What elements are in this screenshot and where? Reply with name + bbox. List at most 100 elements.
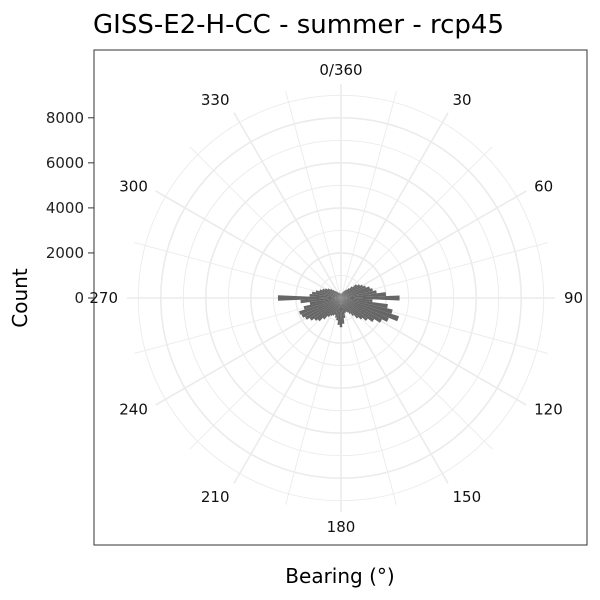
bar-350 <box>340 293 341 298</box>
bearing-label-300: 300 <box>119 178 148 196</box>
bar-35 <box>341 289 348 298</box>
bars-layer <box>277 284 400 328</box>
bar-170 <box>341 298 346 319</box>
bar-320 <box>334 290 341 298</box>
grid-ring <box>182 139 500 457</box>
count-tick-label: 6000 <box>46 154 84 172</box>
bar-70 <box>341 286 371 298</box>
grid-spoke <box>340 112 449 299</box>
bar-45 <box>341 286 353 298</box>
bar-95 <box>341 298 373 303</box>
bar-50 <box>341 284 358 298</box>
bar-60 <box>341 284 363 298</box>
bar-205 <box>332 298 341 316</box>
y-axis-title: Count <box>8 268 32 328</box>
bar-85 <box>341 292 387 298</box>
grid-spoke <box>340 297 493 450</box>
bar-145 <box>341 298 355 317</box>
grid-ring <box>205 162 477 434</box>
bar-260 <box>309 298 341 305</box>
bar-130 <box>341 298 368 321</box>
bar-235 <box>309 298 341 321</box>
bar-190 <box>336 298 341 321</box>
grid-spoke <box>233 112 342 299</box>
bearing-label-90: 90 <box>564 289 583 307</box>
bearing-label-270: 270 <box>89 289 118 307</box>
bar-345 <box>339 293 341 298</box>
bar-55 <box>341 284 360 298</box>
bar-225 <box>317 298 341 322</box>
bar-195 <box>334 298 341 318</box>
bar-155 <box>341 298 349 313</box>
bar-115 <box>341 298 389 322</box>
bar-325 <box>336 291 341 298</box>
bar-210 <box>330 298 341 316</box>
bar-305 <box>327 288 341 298</box>
bar-200 <box>334 298 341 316</box>
bar-20 <box>341 291 344 298</box>
count-axis: 0 2000 4000 6000 8000 <box>46 109 94 307</box>
grid-ring <box>272 229 410 367</box>
count-tick-label: 8000 <box>46 109 84 127</box>
bar-30 <box>341 290 346 298</box>
grid-spoke <box>340 190 527 299</box>
bar-75 <box>341 288 373 298</box>
bar-80 <box>341 290 377 298</box>
chart-title: GISS-E2-H-CC - summer - rcp45 <box>93 10 504 40</box>
bar-160 <box>341 298 347 312</box>
grid-ring <box>137 94 545 502</box>
bar-250 <box>299 298 341 315</box>
grid-ring <box>159 116 523 480</box>
grid-spoke <box>134 242 342 299</box>
bar-355 <box>340 293 341 298</box>
count-tick-label: 4000 <box>46 199 84 217</box>
bar-105 <box>341 298 393 314</box>
grid-spoke <box>340 146 493 299</box>
bar-240 <box>305 298 341 320</box>
grid-spoke <box>189 146 342 299</box>
bar-300 <box>325 288 341 298</box>
bar-255 <box>303 298 341 310</box>
bar-245 <box>301 298 341 318</box>
bar-275 <box>309 293 341 298</box>
grid-spoke <box>155 190 342 299</box>
bar-215 <box>327 298 341 317</box>
bar-135 <box>341 298 363 320</box>
bar-15 <box>341 292 343 298</box>
bar-40 <box>341 288 350 298</box>
grid-spoke <box>285 297 342 505</box>
bearing-tick-labels: 0/360 30 60 90 120 150 180 210 240 270 300 330 <box>89 61 583 536</box>
bearing-label-150: 150 <box>453 488 482 506</box>
bearing-label-120: 120 <box>534 401 563 419</box>
bar-340 <box>338 292 341 298</box>
bar-230 <box>314 298 341 321</box>
grid-spoke <box>285 91 342 299</box>
bearing-label-30: 30 <box>453 91 472 109</box>
grid-spoke <box>189 297 342 450</box>
bar-65 <box>341 285 366 298</box>
bar-10 <box>341 293 343 298</box>
grid-spoke <box>340 242 548 299</box>
bar-285 <box>315 290 341 298</box>
bar-25 <box>341 290 345 298</box>
bar-5 <box>341 293 342 298</box>
bar-165 <box>341 298 346 314</box>
bar-315 <box>332 289 341 298</box>
bar-330 <box>337 292 341 298</box>
bar-180 <box>339 298 343 328</box>
bar-185 <box>337 298 341 326</box>
bearing-label-180: 180 <box>327 518 356 536</box>
bar-290 <box>319 289 341 298</box>
x-axis-title: Bearing (°) <box>285 564 394 588</box>
count-tick-label: 0 <box>74 289 84 307</box>
bar-150 <box>341 298 351 314</box>
grid-ring <box>227 184 455 412</box>
bar-125 <box>341 298 375 322</box>
grid-spoke <box>340 297 397 505</box>
bar-90 <box>341 295 400 301</box>
bar-100 <box>341 298 388 309</box>
count-tick-label: 2000 <box>46 244 84 262</box>
bar-270 <box>277 295 341 301</box>
bearing-label-240: 240 <box>119 401 148 419</box>
grid-spoke <box>340 297 449 484</box>
